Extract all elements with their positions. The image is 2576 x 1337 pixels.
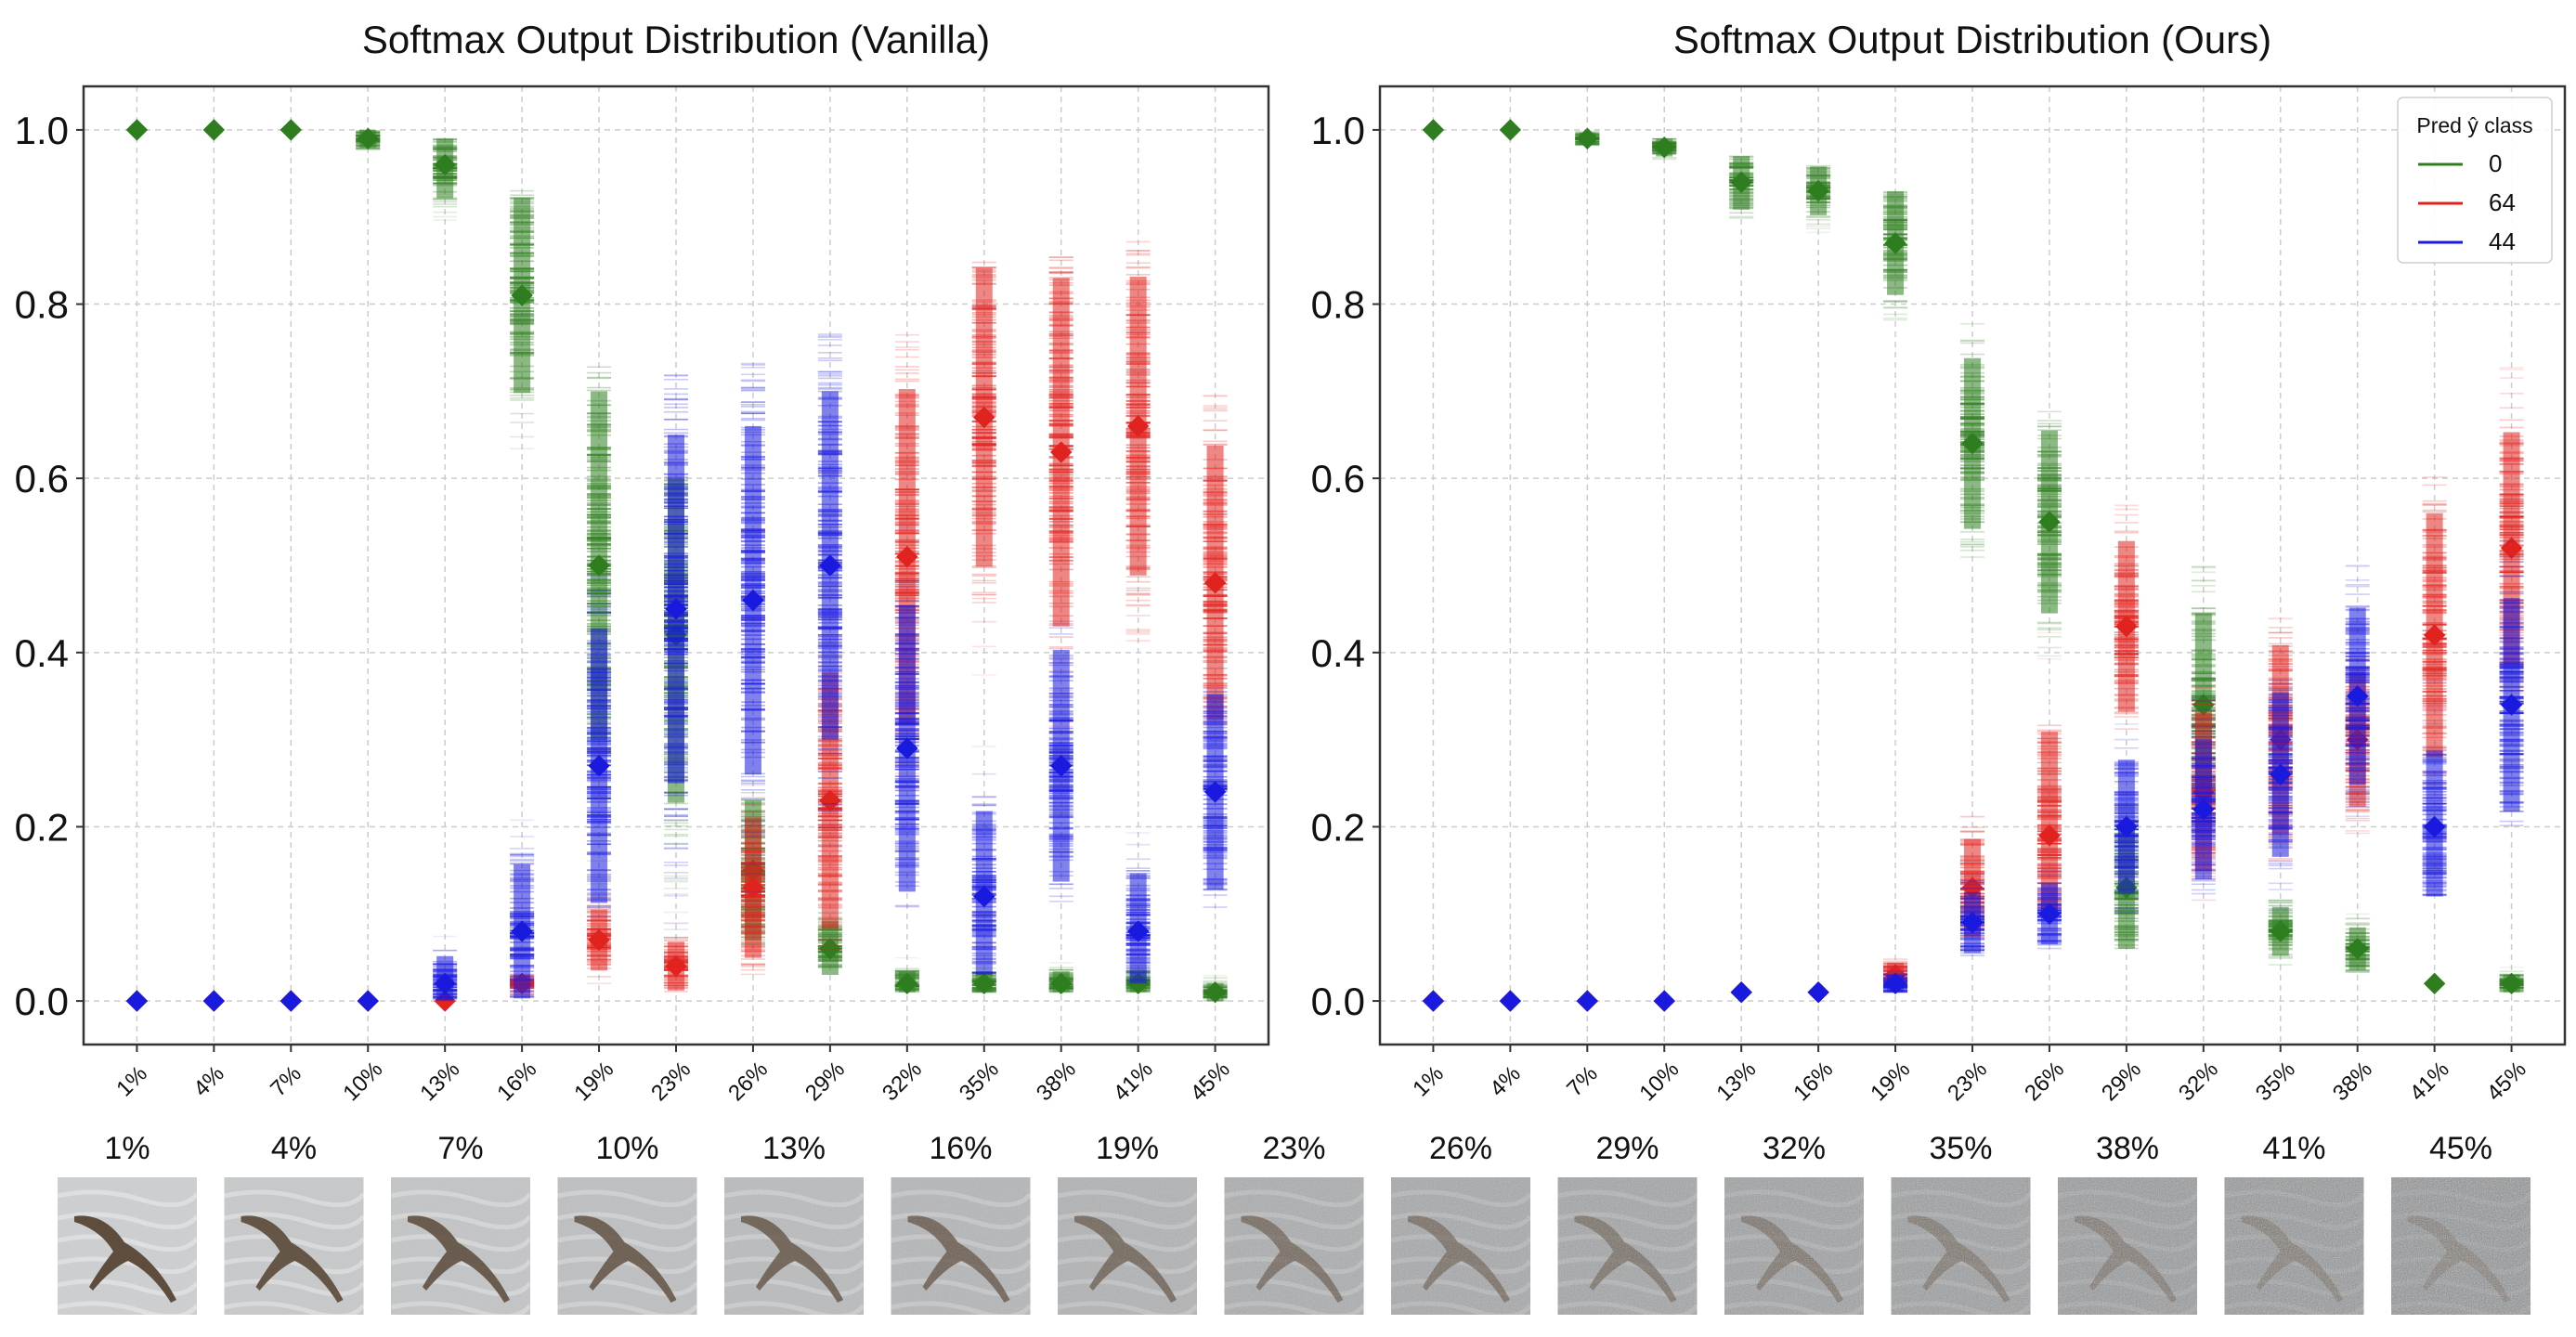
mean-marker	[2270, 920, 2292, 942]
mean-marker	[1499, 119, 1522, 141]
mean-marker	[819, 789, 841, 812]
y-tick-label: 0.8	[15, 283, 69, 327]
mean-marker	[202, 990, 226, 1012]
y-tick-label: 0.2	[15, 805, 69, 849]
mean-marker	[1730, 171, 1752, 193]
mean-marker	[1653, 136, 1675, 159]
series-1	[125, 240, 1228, 1012]
mean-marker	[125, 119, 149, 141]
x-tick-label: 19%	[1866, 1057, 1915, 1106]
x-tick-label: 7%	[266, 1061, 306, 1102]
x-tick-label: 23%	[1943, 1057, 1992, 1106]
mean-marker	[1126, 415, 1150, 437]
y-tick-label: 0.0	[1311, 980, 1365, 1023]
mean-marker	[434, 153, 456, 176]
y-tick-label: 0.8	[1311, 283, 1365, 327]
mean-marker	[357, 990, 379, 1012]
x-tick-label: 29%	[800, 1057, 850, 1106]
x-tick-label: 4%	[1485, 1061, 1526, 1102]
mean-marker	[742, 589, 764, 612]
x-tick-label: 38%	[1032, 1057, 1081, 1106]
x-tick-label: 45%	[1186, 1057, 1235, 1106]
mean-marker	[511, 920, 533, 942]
x-tick-label: 13%	[1711, 1057, 1761, 1106]
x-tick-label: 7%	[1562, 1061, 1603, 1102]
mean-marker	[973, 885, 995, 908]
mean-marker	[1203, 572, 1227, 594]
mean-marker	[1422, 119, 1445, 141]
mean-marker	[896, 737, 918, 759]
chart-vanilla: Softmax Output Distribution (Vanilla) 0.0…	[15, 18, 1270, 1106]
y-tick-label: 1.0	[1311, 109, 1365, 152]
mean-marker	[665, 598, 687, 620]
mean-marker	[1576, 127, 1599, 149]
mean-marker	[202, 119, 226, 141]
x-tick-label: 32%	[878, 1057, 927, 1106]
mean-marker	[1203, 781, 1227, 803]
y-tick-label: 0.6	[15, 457, 69, 500]
x-tick-label: 1%	[1408, 1061, 1449, 1102]
x-tick-label: 41%	[2405, 1057, 2454, 1106]
mean-marker	[819, 554, 841, 577]
y-tick-label: 0.6	[1311, 457, 1365, 500]
mean-marker	[665, 954, 687, 978]
mean-marker	[588, 928, 610, 952]
chart-title: Softmax Output Distribution (Ours)	[1673, 18, 2271, 61]
mean-marker	[2346, 938, 2369, 960]
y-tick-label: 0.2	[1311, 805, 1365, 849]
x-tick-label: 38%	[2328, 1057, 2377, 1106]
y-tick-label: 1.0	[15, 109, 69, 152]
x-tick-label: 41%	[1109, 1057, 1158, 1106]
x-tick-label: 35%	[955, 1057, 1004, 1106]
x-tick-label: 1%	[111, 1061, 152, 1102]
chart-title: Softmax Output Distribution (Vanilla)	[362, 18, 990, 61]
x-tick-label: 10%	[338, 1057, 387, 1106]
mean-marker	[1049, 755, 1073, 777]
x-tick-label: 19%	[569, 1057, 618, 1106]
mean-marker	[1126, 920, 1150, 942]
mean-marker	[357, 127, 379, 149]
series-2	[125, 333, 1228, 1012]
chart-ours: Softmax Output Distribution (Ours) 0.0 0.2…	[1311, 18, 2567, 1106]
y-tick-label: 0.4	[1311, 631, 1365, 675]
mean-marker	[280, 119, 303, 141]
mean-marker	[1049, 441, 1073, 463]
x-tick-label: 16%	[492, 1057, 541, 1106]
mean-marker	[280, 990, 303, 1012]
y-tick-label: 0.0	[15, 980, 69, 1023]
mean-marker	[588, 554, 610, 577]
mean-marker	[2038, 511, 2061, 533]
mean-marker	[819, 938, 841, 960]
x-tick-label: 13%	[415, 1057, 464, 1106]
y-tick-label: 0.4	[15, 631, 69, 675]
x-tick-label: 16%	[1789, 1057, 1838, 1106]
x-tick-label: 45%	[2482, 1057, 2531, 1106]
mean-marker	[973, 972, 995, 995]
mean-marker	[434, 972, 456, 995]
x-tick-label: 29%	[2097, 1057, 2146, 1106]
mean-marker	[1203, 981, 1227, 1004]
mean-marker	[742, 876, 764, 899]
mean-marker	[1884, 232, 1906, 254]
x-tick-label: 26%	[2020, 1057, 2069, 1106]
mean-marker	[973, 406, 995, 429]
mean-marker	[1807, 179, 1829, 202]
mean-marker	[588, 755, 610, 777]
x-tick-label: 32%	[2174, 1057, 2223, 1106]
x-tick-label: 26%	[723, 1057, 773, 1106]
x-tick-label: 35%	[2251, 1057, 2300, 1106]
mean-marker	[1049, 972, 1073, 995]
x-tick-label: 23%	[646, 1057, 696, 1106]
mean-marker	[1961, 432, 1984, 455]
mean-marker	[896, 972, 918, 995]
mean-marker	[896, 545, 918, 568]
x-tick-label: 4%	[189, 1061, 229, 1102]
mean-marker	[125, 990, 149, 1012]
mean-marker	[511, 284, 533, 306]
x-tick-label: 10%	[1634, 1057, 1684, 1106]
